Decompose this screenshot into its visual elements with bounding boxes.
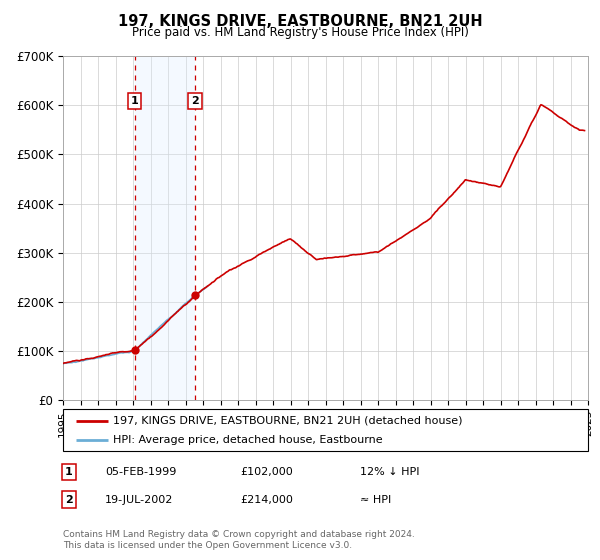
Text: 197, KINGS DRIVE, EASTBOURNE, BN21 2UH (detached house): 197, KINGS DRIVE, EASTBOURNE, BN21 2UH (…: [113, 416, 463, 426]
Text: This data is licensed under the Open Government Licence v3.0.: This data is licensed under the Open Gov…: [63, 541, 352, 550]
Text: 1: 1: [65, 467, 73, 477]
Text: 2: 2: [191, 96, 199, 106]
Text: £102,000: £102,000: [240, 467, 293, 477]
Text: 05-FEB-1999: 05-FEB-1999: [105, 467, 176, 477]
Bar: [135, 56, 195, 400]
Text: 197, KINGS DRIVE, EASTBOURNE, BN21 2UH: 197, KINGS DRIVE, EASTBOURNE, BN21 2UH: [118, 14, 482, 29]
Text: 2: 2: [65, 494, 73, 505]
Text: £214,000: £214,000: [240, 494, 293, 505]
Text: Contains HM Land Registry data © Crown copyright and database right 2024.: Contains HM Land Registry data © Crown c…: [63, 530, 415, 539]
Text: Price paid vs. HM Land Registry's House Price Index (HPI): Price paid vs. HM Land Registry's House …: [131, 26, 469, 39]
FancyBboxPatch shape: [63, 409, 588, 451]
Text: 1: 1: [131, 96, 139, 106]
Text: HPI: Average price, detached house, Eastbourne: HPI: Average price, detached house, East…: [113, 435, 383, 445]
Text: 19-JUL-2002: 19-JUL-2002: [105, 494, 173, 505]
Text: ≈ HPI: ≈ HPI: [360, 494, 391, 505]
Text: 12% ↓ HPI: 12% ↓ HPI: [360, 467, 419, 477]
